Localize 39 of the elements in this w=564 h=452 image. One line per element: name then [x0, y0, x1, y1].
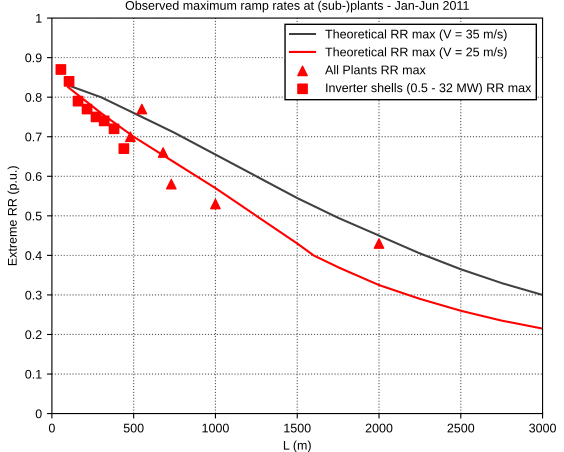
- point: [118, 143, 130, 154]
- point: [210, 198, 221, 210]
- y-tick-label: 0: [36, 409, 42, 418]
- x-axis-title: L (m): [284, 440, 311, 452]
- y-tick-label: 0.8: [25, 92, 42, 102]
- x-tick-label: 0: [48, 424, 55, 432]
- point: [158, 147, 168, 158]
- x-tick-label: 1000: [202, 424, 229, 432]
- x-tick-label: 500: [124, 424, 144, 432]
- legend-label: Inverter shells (0.5 - 32 MW) RR max: [326, 83, 532, 95]
- y-tick-label: 0.5: [25, 212, 42, 220]
- y-axis-title: Extreme RR (p.u.): [8, 166, 20, 266]
- point: [82, 104, 92, 114]
- point: [108, 123, 120, 134]
- y-tick-label: 0.2: [25, 330, 42, 340]
- y-tick-label: 0.7: [25, 132, 42, 142]
- x-tick-label: 1500: [284, 424, 311, 432]
- chart-title: Observed maximum ramp rates at (sub-)plants - Jan-Jun 2011: [126, 0, 469, 12]
- y-tick-label: 1: [36, 14, 42, 23]
- legend-label: Theoretical RR max (V = 35 m/s): [325, 29, 507, 41]
- point: [374, 238, 384, 249]
- x-tick-label: 2000: [366, 424, 392, 432]
- legend-label: All Plants RR max: [325, 65, 426, 74]
- point: [98, 116, 110, 126]
- legend-label: Theoretical RR max (V = 25 m/s): [325, 47, 507, 59]
- y-tick-label: 0.3: [25, 290, 42, 300]
- y-tick-label: 0.9: [25, 53, 42, 62]
- point: [125, 131, 136, 142]
- point: [166, 178, 177, 190]
- y-tick-label: 0.4: [25, 251, 42, 260]
- point: [136, 104, 148, 114]
- x-tick-label: 3000: [529, 424, 556, 432]
- point: [56, 64, 66, 75]
- x-tick-label: 2500: [448, 424, 474, 432]
- point: [64, 76, 74, 87]
- y-tick-label: 0.6: [25, 172, 42, 181]
- y-tick-label: 0.1: [25, 370, 42, 379]
- point: [72, 96, 84, 106]
- point: [90, 112, 102, 122]
